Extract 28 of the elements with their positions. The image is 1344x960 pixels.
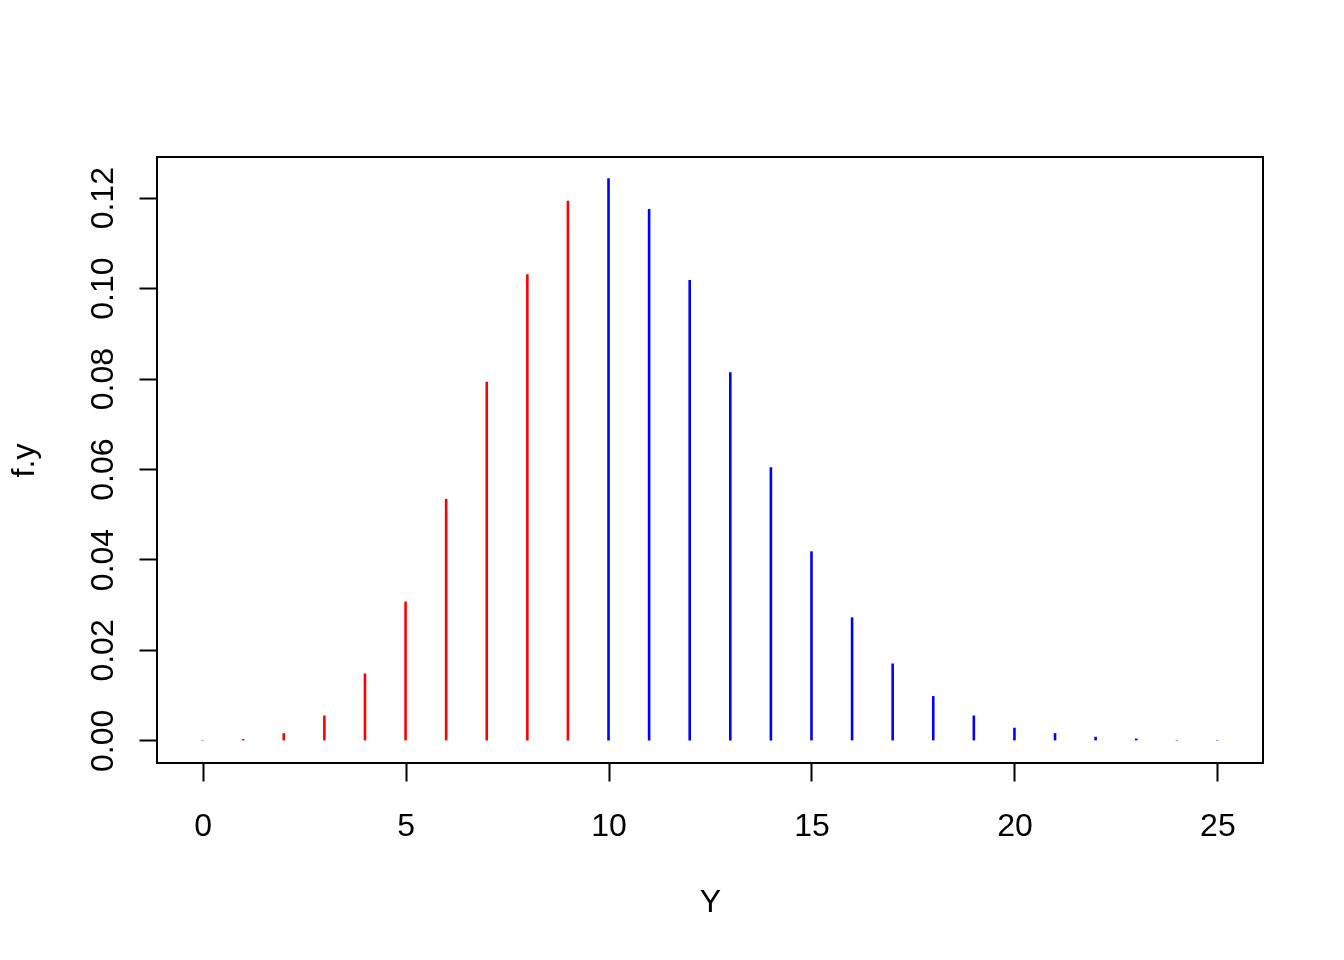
bar — [810, 551, 813, 741]
x-tick-label: 5 — [397, 806, 415, 843]
x-tick-label: 20 — [997, 806, 1033, 843]
bar — [526, 274, 529, 741]
x-tick-label: 15 — [794, 806, 830, 843]
bar — [891, 663, 894, 741]
bar — [282, 733, 286, 741]
y-tick-label: 0.10 — [83, 257, 120, 320]
bar — [404, 601, 407, 741]
bar — [607, 178, 610, 741]
bar — [729, 372, 732, 741]
bar — [485, 381, 489, 741]
bar — [323, 715, 326, 741]
y-tick-label: 0.00 — [83, 709, 120, 773]
x-tick-label: 0 — [194, 806, 212, 843]
y-tick-label: 0.12 — [83, 167, 120, 230]
x-tick-label: 10 — [591, 806, 627, 843]
y-tick-label: 0.08 — [83, 347, 120, 411]
y-axis-title: f.y — [4, 443, 41, 478]
y-tick-label: 0.06 — [83, 438, 120, 501]
x-tick-label: 25 — [1200, 806, 1236, 843]
bar — [1094, 736, 1097, 741]
y-tick-label: 0.02 — [83, 619, 120, 682]
x-axis-title: Y — [699, 882, 722, 919]
bar — [931, 696, 935, 741]
bar — [688, 280, 691, 741]
y-tick-label: 0.04 — [83, 528, 120, 592]
bar — [1013, 727, 1016, 741]
